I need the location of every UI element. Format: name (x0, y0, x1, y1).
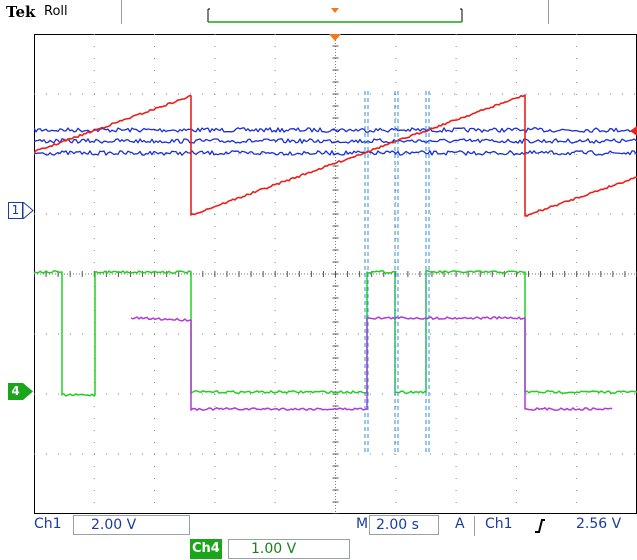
trigger-divider (474, 516, 475, 536)
top-divider (121, 0, 122, 24)
ch4-scale-box[interactable]: 1.00 V (228, 539, 350, 559)
timebase-label: M (356, 516, 369, 532)
bottom-status-bar: Ch1 2.00 V Ch4 1.00 V M 2.00 s A Ch1 2.5… (0, 514, 637, 560)
top-status-bar: Tek Roll (0, 0, 637, 27)
ch1-label: Ch1 (34, 516, 62, 532)
ch1-marker-arrow (23, 202, 34, 219)
traces (34, 91, 637, 454)
ch1-scale-box[interactable]: 2.00 V (73, 515, 190, 535)
blue-trace-middle (34, 138, 637, 144)
ch4-ground-marker: 4 (8, 383, 23, 400)
rising-edge-icon (535, 519, 545, 533)
graticule (34, 34, 637, 514)
ch1-scale: 2.00 V (91, 517, 137, 533)
acquisition-mode: Roll (44, 4, 68, 19)
trigger-level: 2.56 V (576, 516, 622, 532)
top-divider (548, 0, 549, 24)
trigger-level-icon (630, 126, 637, 136)
timebase-box[interactable]: 2.00 s (369, 515, 439, 535)
trigger-mode: A (455, 516, 465, 532)
trigger-position-icon (331, 8, 339, 13)
waveform-display[interactable] (34, 34, 637, 514)
ch4-label: Ch4 (190, 539, 222, 559)
record-position-bar[interactable] (206, 6, 464, 26)
ch4-trace (34, 270, 637, 397)
timebase-value: 2.00 s (376, 517, 419, 533)
brand-logo: Tek (6, 3, 36, 21)
ch4-marker-arrow (23, 383, 33, 400)
ch4-scale: 1.00 V (251, 541, 297, 557)
blue-trace-lower (34, 150, 637, 156)
blue-trace-upper (34, 127, 637, 133)
trigger-position-marker (329, 34, 341, 41)
trigger-source: Ch1 (485, 516, 513, 532)
ch1-ground-marker: 1 (8, 202, 23, 219)
ch1-trace (34, 94, 637, 217)
purple-trace (130, 316, 613, 411)
